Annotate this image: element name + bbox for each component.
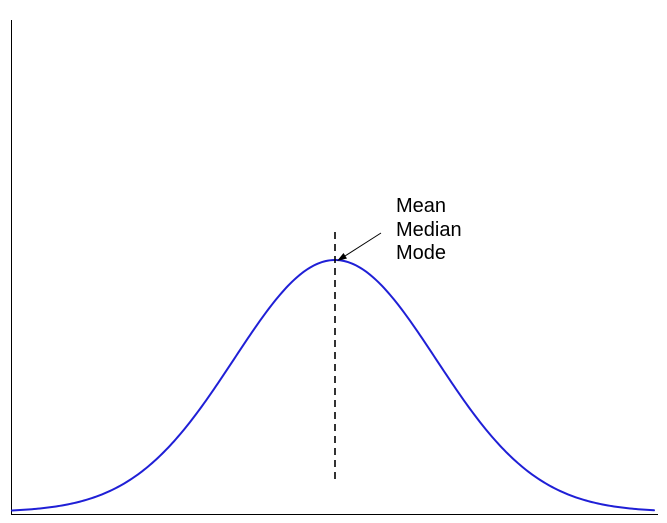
annotation-median: Median — [396, 219, 462, 241]
annotation-mean: Mean — [396, 195, 446, 217]
annotation-mode: Mode — [396, 242, 446, 264]
arrowhead-icon — [337, 253, 347, 261]
bell-curve — [11, 259, 655, 512]
annotation-pointer-line — [344, 232, 382, 257]
